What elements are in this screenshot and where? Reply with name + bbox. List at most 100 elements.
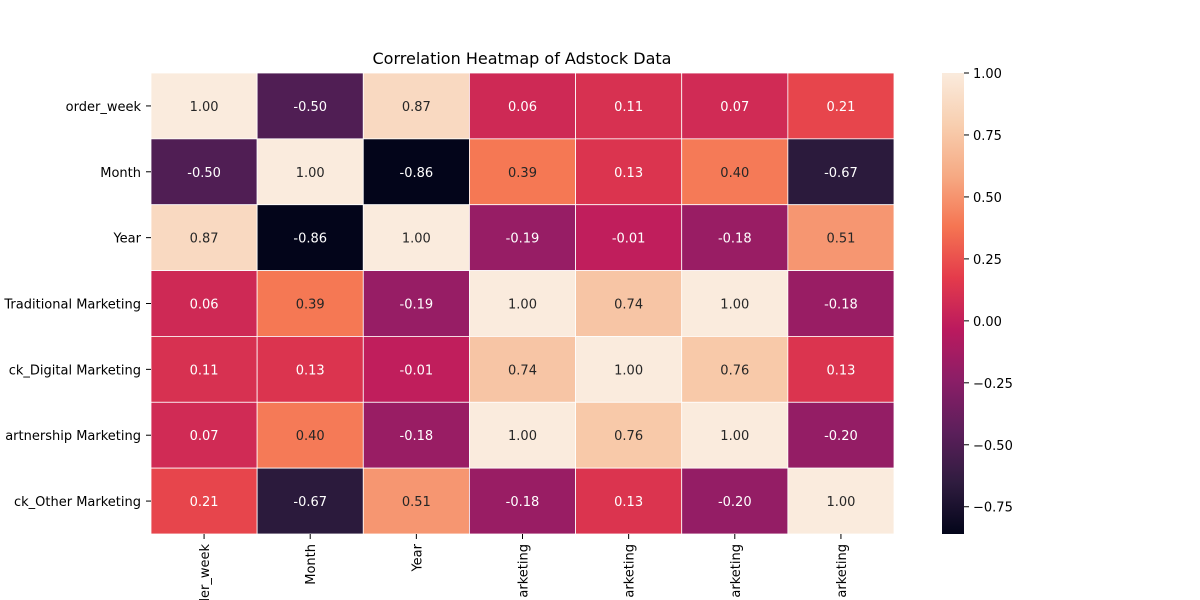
heatmap-cell [575, 401, 683, 469]
heatmap-cell [256, 401, 364, 469]
heatmap-cell [681, 138, 789, 206]
colorbar-tick-label: 1.00 [973, 67, 1002, 82]
cell-annotation: -0.86 [293, 232, 327, 247]
heatmap-cell [681, 467, 789, 535]
heatmap-cell [787, 467, 895, 535]
colorbar-tick-label: 0.00 [973, 315, 1002, 330]
cell-annotation: 0.11 [190, 363, 219, 378]
heatmap-cell [575, 467, 683, 535]
colorbar: 1.00 0.75 0.50 0.25 0.00 −0.25 −0.50 −0.75 [942, 67, 1013, 534]
heatmap-cell [681, 204, 789, 271]
colorbar-gradient [942, 73, 964, 534]
cell-annotation: -0.01 [400, 363, 434, 378]
heatmap-cell [362, 467, 470, 535]
colorbar-tick-label: 0.50 [973, 191, 1002, 206]
heatmap-cell [150, 270, 258, 337]
cell-annotation: -0.86 [400, 166, 434, 181]
cell-annotation: 0.87 [190, 232, 219, 247]
x-tick-label: arketing [623, 544, 638, 598]
cell-annotation: 0.11 [614, 100, 643, 115]
heatmap-cell [469, 401, 576, 469]
x-tick-label: der_week [198, 544, 213, 600]
heatmap-cell [362, 204, 470, 271]
cell-annotation: 0.21 [190, 495, 219, 510]
x-tick-label: arketing [835, 544, 850, 598]
colorbar-tick-label: −0.75 [973, 501, 1013, 516]
cell-annotation: -0.50 [293, 100, 327, 115]
cell-annotation: 0.06 [190, 298, 219, 313]
x-axis-labels: der_week Month Year arketing arketing arketin… [198, 534, 850, 600]
cell-annotation: 0.74 [508, 363, 537, 378]
cell-annotation: 0.51 [402, 495, 431, 510]
heatmap-cell [575, 204, 683, 271]
cell-annotation: 0.13 [614, 166, 643, 181]
heatmap-cell [362, 72, 470, 140]
cell-annotation: 0.39 [508, 166, 537, 181]
heatmap-cell [575, 138, 683, 206]
cell-annotation: 0.13 [614, 495, 643, 510]
cell-annotation: 0.07 [190, 429, 219, 444]
cell-annotation: -0.67 [824, 166, 858, 181]
cell-annotation: -0.19 [400, 298, 434, 313]
cell-annotation: 1.00 [720, 429, 749, 444]
heatmap-cell [362, 336, 470, 403]
y-tick-label: artnership Marketing [5, 429, 141, 444]
cell-annotation: 1.00 [508, 298, 537, 313]
heatmap-cell [469, 270, 576, 337]
cell-annotation: 0.51 [826, 232, 855, 247]
cell-annotation: -0.50 [187, 166, 221, 181]
heatmap-cell [787, 138, 895, 206]
heatmap-cell [787, 336, 895, 403]
cell-annotation: 0.40 [296, 429, 325, 444]
cell-annotation: 1.00 [826, 495, 855, 510]
colorbar-tick-label: −0.25 [973, 377, 1013, 392]
cell-annotation: 0.13 [296, 363, 325, 378]
cell-annotation: 1.00 [614, 363, 643, 378]
cell-annotation: 0.06 [508, 100, 537, 115]
heatmap-cell [469, 72, 576, 140]
cell-annotation: 1.00 [720, 298, 749, 313]
heatmap-cell [256, 72, 364, 140]
heatmap-cell [150, 467, 258, 535]
cell-annotation: 0.21 [826, 100, 855, 115]
heatmap-cell [469, 204, 576, 271]
heatmap-cell [787, 270, 895, 337]
cell-annotation: 0.76 [720, 363, 749, 378]
y-tick-label: Month [100, 166, 141, 181]
heatmap-cells [150, 72, 895, 535]
heatmap-cell [575, 72, 683, 140]
cell-annotation: -0.18 [400, 429, 434, 444]
y-tick-label: Year [112, 232, 141, 247]
y-axis-labels: order_week Month Year Traditional Marketing… [3, 100, 151, 510]
heatmap-cell [150, 401, 258, 469]
cell-annotation: 0.87 [402, 100, 431, 115]
x-tick-label: arketing [729, 544, 744, 598]
cell-annotation: 0.39 [296, 298, 325, 313]
colorbar-tick-label: 0.25 [973, 253, 1002, 268]
heatmap-cell [150, 204, 258, 271]
cell-annotation: -0.18 [506, 495, 540, 510]
colorbar-tick-label: −0.50 [973, 439, 1013, 454]
heatmap-cell [681, 270, 789, 337]
cell-annotation: 1.00 [508, 429, 537, 444]
heatmap-cell [150, 336, 258, 403]
heatmap-cell [150, 138, 258, 206]
heatmap-cell [469, 467, 576, 535]
heatmap-cell [256, 204, 364, 271]
y-tick-label: ck_Other Marketing [14, 495, 141, 510]
cell-annotation: 0.74 [614, 298, 643, 313]
heatmap-cell [362, 401, 470, 469]
x-tick-label: Year [410, 543, 425, 572]
cell-annotation: -0.67 [293, 495, 327, 510]
heatmap-cell [787, 204, 895, 271]
y-tick-label: ck_Digital Marketing [9, 363, 141, 378]
y-tick-label: Traditional Marketing [3, 298, 141, 313]
x-tick-label: arketing [517, 544, 532, 598]
heatmap-cell [787, 401, 895, 469]
cell-annotation: 1.00 [402, 232, 431, 247]
heatmap-cell [362, 138, 470, 206]
heatmap-cell [256, 270, 364, 337]
colorbar-tick-label: 0.75 [973, 129, 1002, 144]
cell-annotation: -0.18 [824, 298, 858, 313]
